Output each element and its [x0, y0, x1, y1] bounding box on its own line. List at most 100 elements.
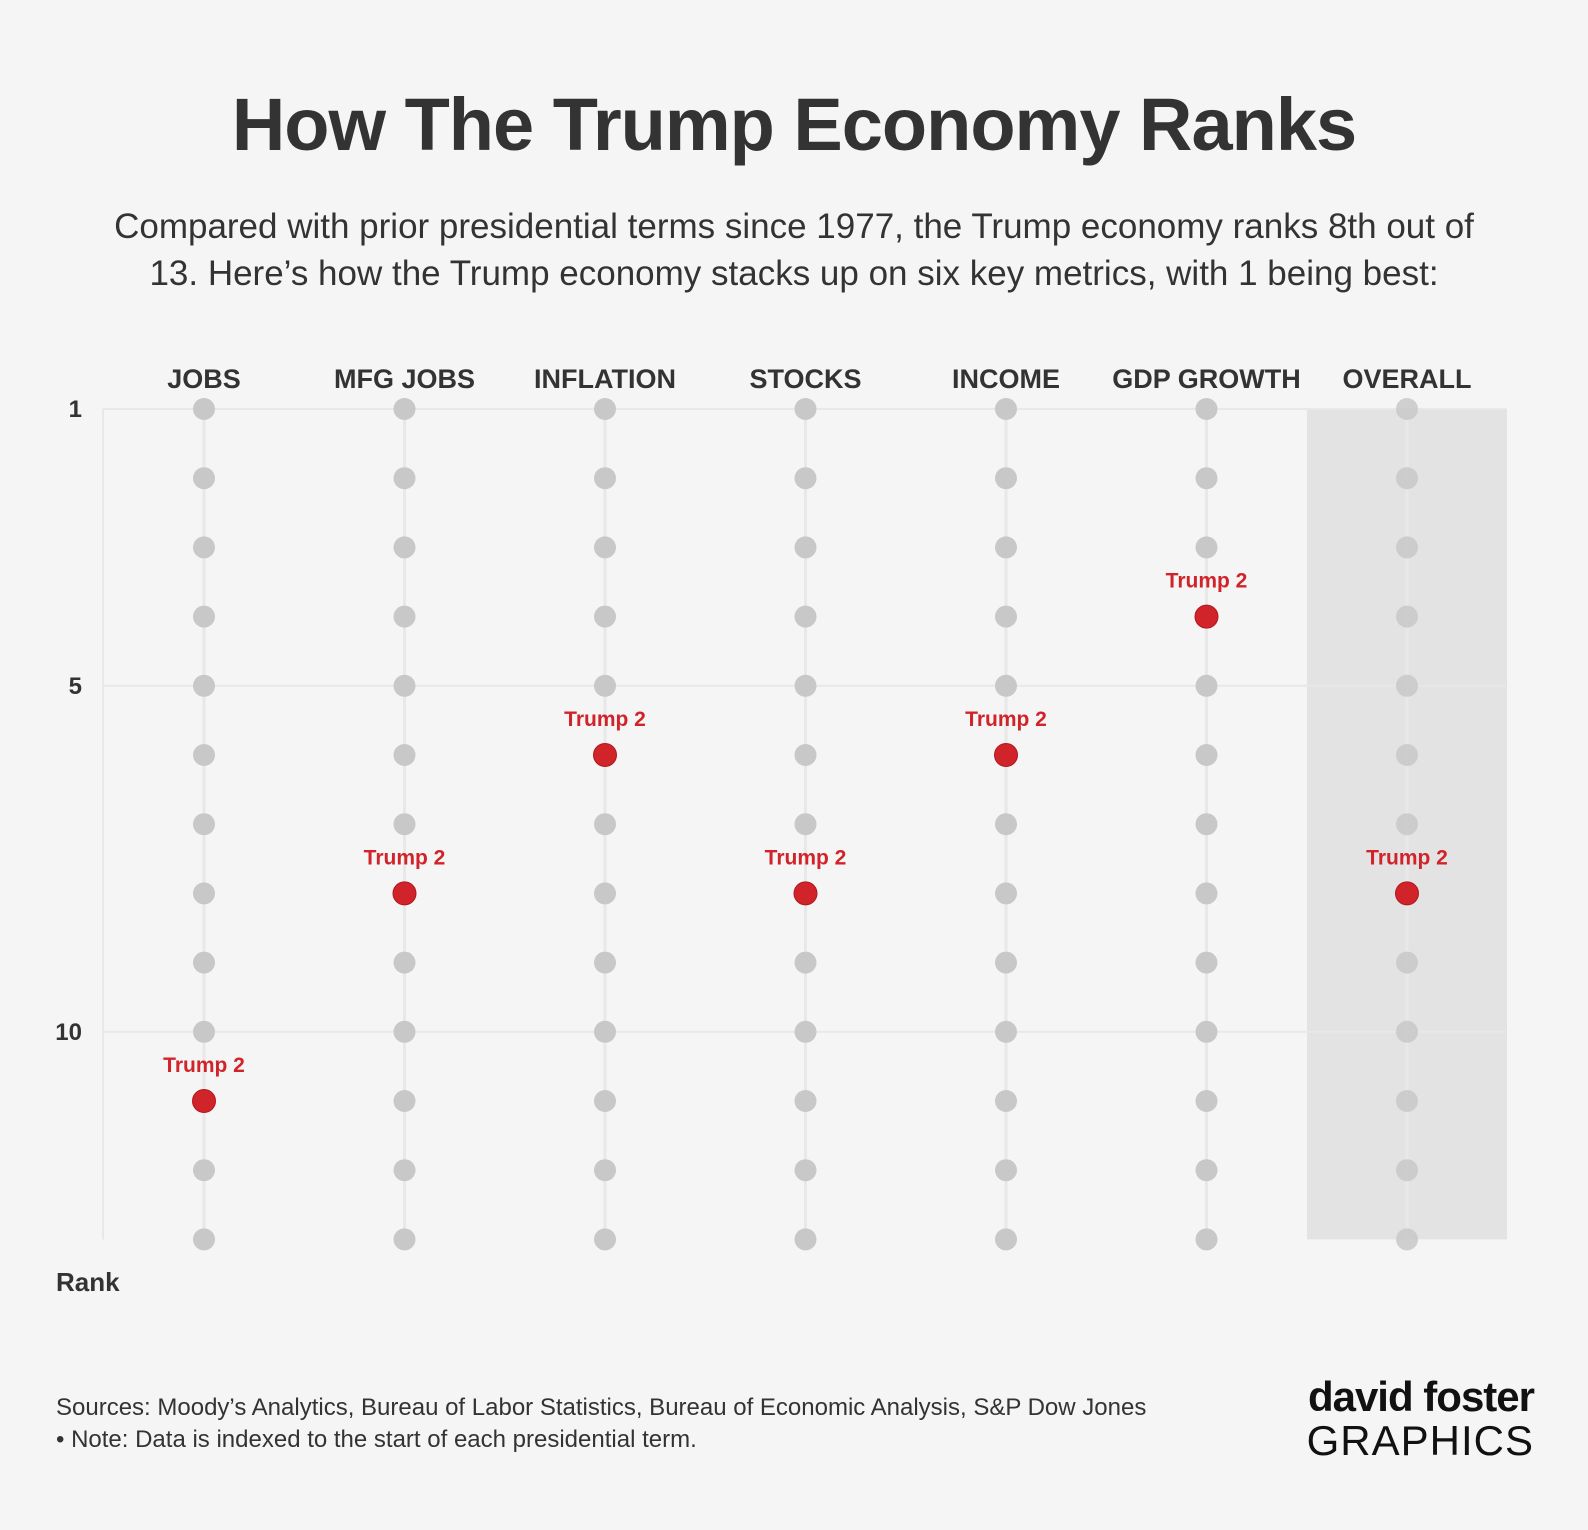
rank-dot	[1396, 1159, 1418, 1182]
note-text: • Note: Data is indexed to the start of …	[56, 1426, 697, 1453]
category-label: STOCKS	[749, 364, 861, 394]
rank-dot	[794, 951, 817, 974]
rank-dot	[1195, 1020, 1218, 1043]
highlight-dot	[192, 1089, 216, 1113]
category-label: JOBS	[167, 364, 241, 394]
rank-dot	[193, 467, 215, 490]
rank-dot	[1396, 605, 1418, 628]
rank-dot	[794, 605, 817, 628]
rank-dot	[1195, 398, 1218, 420]
highlight-label: Trump 2	[1166, 570, 1248, 593]
rank-dot	[393, 1020, 416, 1043]
rank-dot	[193, 744, 215, 766]
rank-dot	[594, 1159, 616, 1182]
rank-dot	[594, 813, 616, 836]
rank-dot	[193, 951, 215, 974]
highlight-label: Trump 2	[965, 708, 1047, 731]
highlight-dot	[793, 881, 818, 906]
highlight-label: Trump 2	[163, 1054, 245, 1077]
rank-dot	[393, 951, 416, 974]
rank-dot	[1195, 882, 1218, 905]
rank-dot	[794, 813, 817, 836]
rank-dot	[1396, 1228, 1418, 1251]
rank-dot	[594, 1020, 616, 1043]
rank-dot	[594, 398, 616, 420]
category-label: GDP GROWTH	[1112, 364, 1301, 394]
rank-dot	[794, 1159, 817, 1182]
rank-dot	[594, 1228, 616, 1251]
highlight-label: Trump 2	[364, 846, 446, 869]
highlight-dot	[1194, 604, 1219, 629]
rank-dot	[193, 1159, 215, 1182]
rank-dot	[594, 605, 616, 628]
rank-dot	[1396, 674, 1418, 697]
rank-dot	[794, 744, 817, 766]
rank-dot	[995, 951, 1017, 974]
rank-dot	[393, 467, 416, 490]
rank-dot	[193, 882, 215, 905]
rank-dot	[794, 674, 817, 697]
rank-dot	[193, 398, 215, 420]
rank-dot	[393, 813, 416, 836]
rank-dot	[1396, 1020, 1418, 1043]
rank-dot	[995, 1228, 1017, 1251]
rank-dot	[594, 467, 616, 490]
rank-dot	[393, 536, 416, 559]
rank-dot	[1195, 467, 1218, 490]
rank-dot	[594, 951, 616, 974]
rank-dot	[995, 605, 1017, 628]
rank-dot	[594, 882, 616, 905]
rank-dot	[1195, 951, 1218, 974]
rank-dot	[1195, 1228, 1218, 1251]
rank-dot	[393, 605, 416, 628]
highlight-dot	[593, 743, 617, 767]
rank-dot	[995, 882, 1017, 905]
rank-dot	[393, 1159, 416, 1182]
y-tick-label-1: 1	[69, 396, 82, 423]
rank-dot	[193, 813, 215, 836]
rank-dot	[995, 536, 1017, 559]
logo-bottom-text: GRAPHICS	[1306, 1417, 1534, 1464]
highlight-label: Trump 2	[765, 846, 847, 869]
chart-subtitle: Compared with prior presidential terms s…	[60, 203, 1528, 297]
rank-dot	[794, 467, 817, 490]
rank-dot	[995, 1020, 1017, 1043]
rank-dot	[393, 398, 416, 420]
highlight-dot	[994, 743, 1018, 767]
category-label: INCOME	[952, 364, 1060, 394]
y-tick-label-5: 5	[69, 673, 82, 700]
rank-dot	[1195, 1090, 1218, 1112]
rank-dot	[193, 1228, 215, 1251]
rank-dot	[1396, 813, 1418, 836]
rank-dot	[1195, 813, 1218, 836]
rank-dot	[1195, 674, 1218, 697]
rank-dot	[193, 536, 215, 559]
rank-dot	[594, 674, 616, 697]
highlight-label: Trump 2	[564, 708, 646, 731]
highlight-dot	[392, 881, 417, 906]
rank-dot	[193, 605, 215, 628]
david-foster-graphics-logo: david foster GRAPHICS	[1294, 1375, 1535, 1464]
sources-text: Sources: Moody’s Analytics, Bureau of La…	[56, 1394, 1147, 1421]
category-label: INFLATION	[534, 364, 676, 394]
category-label: MFG JOBS	[334, 364, 475, 394]
highlight-label: Trump 2	[1366, 846, 1448, 869]
rank-dot	[1396, 536, 1418, 559]
rank-dot	[594, 536, 616, 559]
rank-dot	[393, 744, 416, 766]
rank-dot	[1396, 1090, 1418, 1112]
y-axis-label: Rank	[56, 1267, 120, 1297]
rank-dot	[1195, 744, 1218, 766]
rank-dot	[1195, 1159, 1218, 1182]
rank-dot	[393, 674, 416, 697]
rank-dot	[995, 467, 1017, 490]
rank-dot	[193, 674, 215, 697]
rank-dot	[794, 536, 817, 559]
chart-title: How The Trump Economy Ranks	[231, 83, 1357, 166]
footer: Sources: Moody’s Analytics, Bureau of La…	[56, 1392, 1146, 1456]
highlight-dot	[1395, 881, 1419, 906]
rank-dot	[794, 1228, 817, 1251]
rank-dot	[1396, 951, 1418, 974]
rank-dot	[995, 1090, 1017, 1112]
rank-dot	[1396, 744, 1418, 766]
